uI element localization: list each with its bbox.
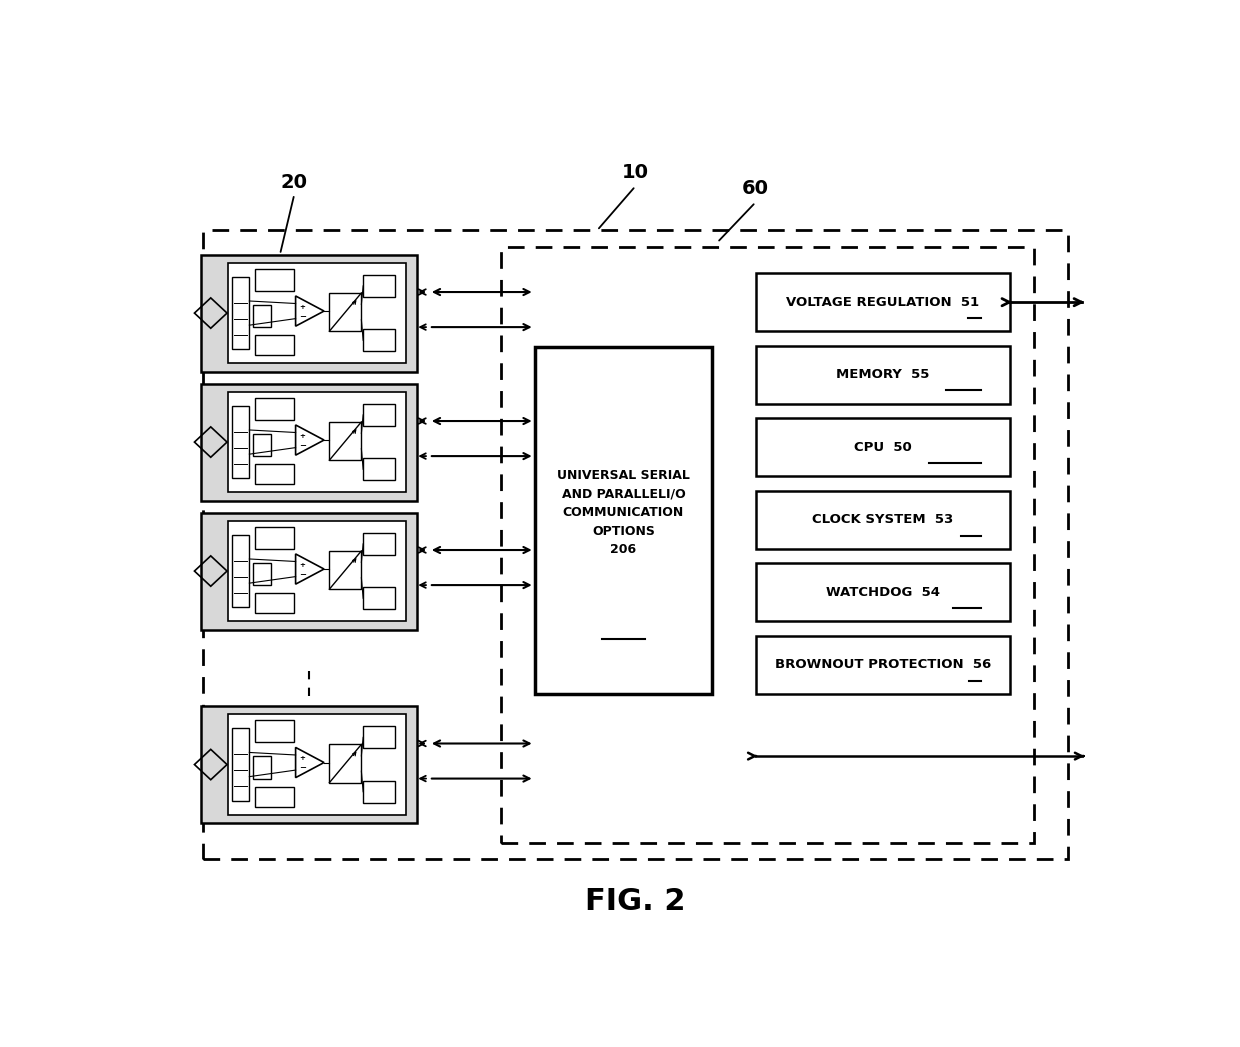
Bar (363, 781, 396, 803)
Bar (363, 329, 396, 352)
Bar (330, 551, 361, 589)
Bar (253, 757, 270, 779)
Text: VOLTAGE REGULATION  51: VOLTAGE REGULATION 51 (786, 295, 980, 309)
Text: WATCHDOG  54: WATCHDOG 54 (826, 586, 940, 599)
Bar (253, 305, 270, 327)
Bar (232, 535, 249, 607)
Bar (755, 491, 1011, 549)
Bar (755, 273, 1011, 331)
Bar (363, 404, 396, 426)
Bar (254, 527, 294, 549)
Bar (330, 293, 361, 331)
Bar (363, 587, 396, 609)
Bar (755, 419, 1011, 476)
Bar (201, 254, 418, 372)
Text: MEMORY  55: MEMORY 55 (836, 369, 930, 381)
Text: +: + (300, 561, 305, 567)
Bar (254, 335, 294, 355)
Bar (254, 594, 294, 614)
Bar (232, 406, 249, 478)
Text: CPU  50: CPU 50 (854, 441, 911, 453)
Text: 60: 60 (742, 179, 769, 198)
Text: BROWNOUT PROTECTION  56: BROWNOUT PROTECTION 56 (775, 659, 991, 671)
Bar (201, 513, 418, 629)
Bar (228, 263, 405, 363)
Bar (254, 464, 294, 485)
Text: −: − (299, 763, 306, 773)
Bar (228, 392, 405, 492)
Text: UNIVERSAL SERIAL
AND PARALLELI/O
COMMUNICATION
OPTIONS
206: UNIVERSAL SERIAL AND PARALLELI/O COMMUNI… (557, 469, 689, 556)
Text: +: + (300, 432, 305, 439)
Bar (228, 714, 405, 815)
Bar (330, 422, 361, 461)
Bar (363, 274, 396, 297)
Bar (755, 346, 1011, 404)
Text: +: + (300, 304, 305, 310)
Bar (254, 269, 294, 291)
Text: −: − (299, 312, 306, 321)
Bar (232, 276, 249, 350)
Bar (755, 636, 1011, 694)
Bar (363, 533, 396, 555)
Bar (254, 720, 294, 742)
Text: 10: 10 (622, 163, 649, 182)
Bar (534, 348, 713, 694)
Bar (201, 706, 418, 823)
Bar (330, 744, 361, 783)
Text: −: − (299, 570, 306, 579)
Bar (755, 563, 1011, 622)
Bar (363, 459, 396, 481)
Bar (201, 383, 418, 500)
Bar (254, 786, 294, 807)
Text: +: + (300, 755, 305, 761)
Text: 20: 20 (280, 173, 308, 192)
Text: CLOCK SYSTEM  53: CLOCK SYSTEM 53 (812, 513, 954, 527)
Bar (253, 563, 270, 585)
Text: FIG. 2: FIG. 2 (585, 887, 686, 916)
Text: −: − (299, 441, 306, 450)
Bar (253, 435, 270, 456)
Bar (228, 520, 405, 622)
Bar (232, 729, 249, 801)
Bar (254, 398, 294, 420)
Bar (363, 727, 396, 749)
